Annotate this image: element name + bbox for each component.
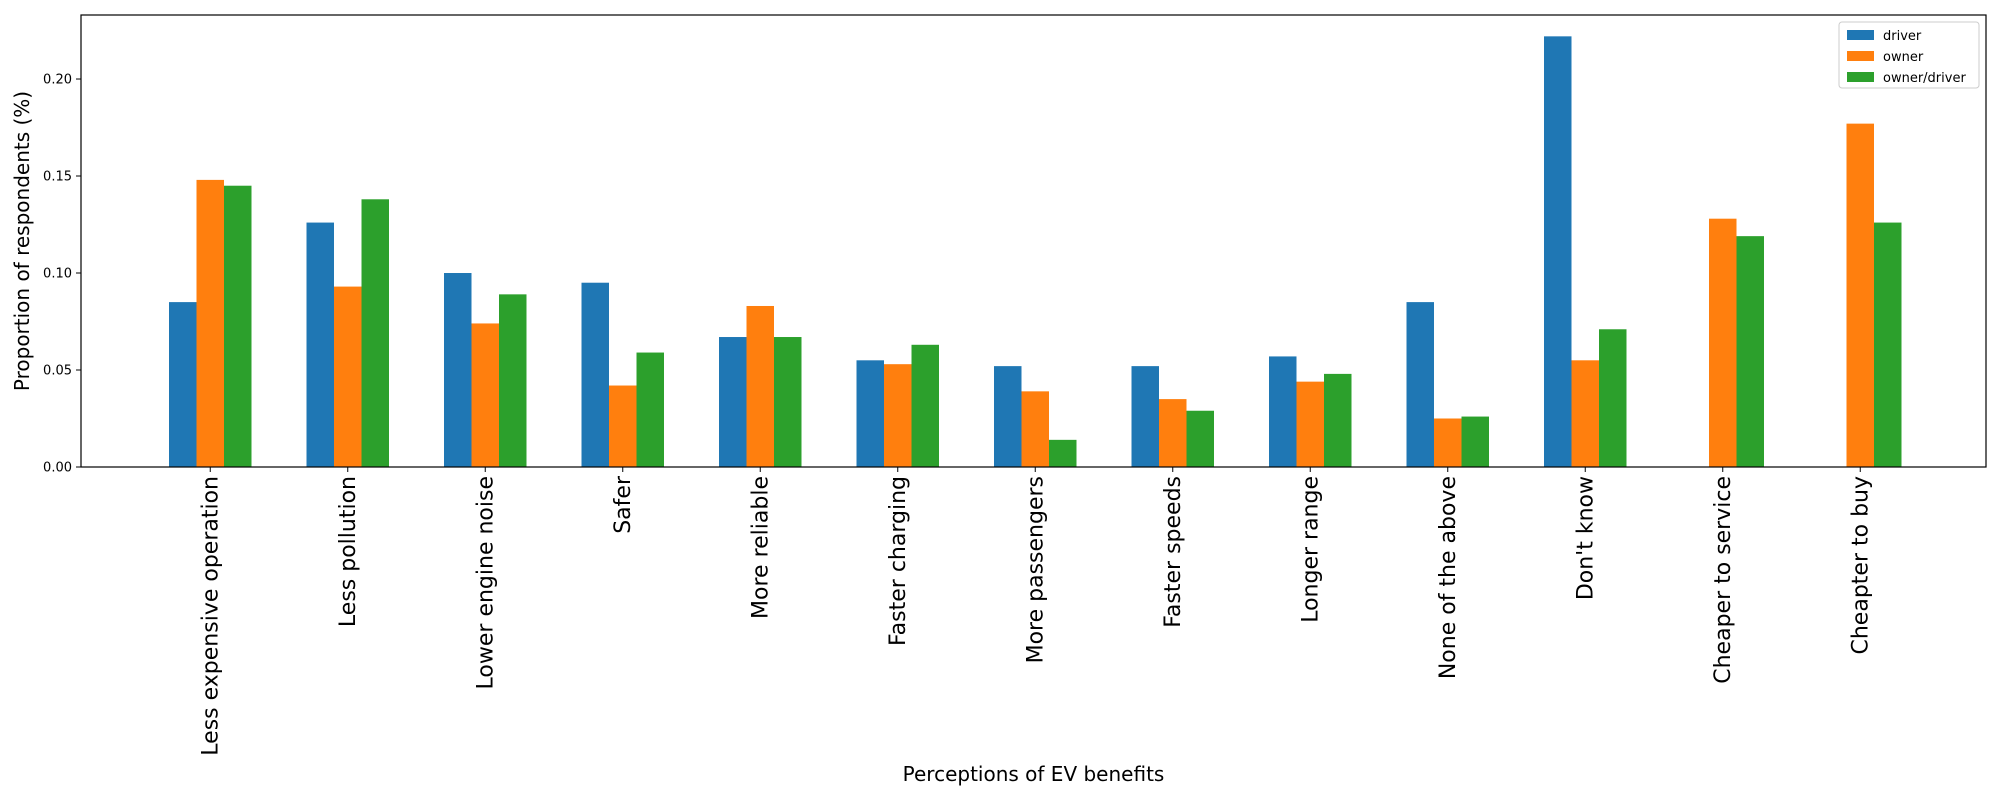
- x-tick-label: Faster speeds: [1161, 476, 1186, 628]
- bar-owner-driver-3: [636, 352, 664, 467]
- bar-owner-10: [1571, 360, 1599, 467]
- x-tick-label: Less pollution: [336, 476, 361, 627]
- bar-owner-7: [1159, 399, 1187, 467]
- x-axis: Less expensive operation Less pollution Lo…: [198, 467, 1873, 756]
- bar-owner-driver-9: [1461, 416, 1489, 467]
- bar-owner-driver-12: [1874, 222, 1902, 467]
- bar-owner-driver-4: [774, 337, 802, 467]
- legend-swatch: [1847, 51, 1874, 61]
- bar-driver-2: [444, 273, 472, 467]
- bar-owner-driver-6: [1049, 439, 1077, 467]
- y-tick-label: 0.10: [43, 267, 72, 282]
- bar-driver-9: [1406, 302, 1434, 467]
- x-tick-label: Cheapter to buy: [1848, 476, 1873, 655]
- bar-driver-8: [1269, 356, 1297, 467]
- x-tick-label: None of the above: [1436, 476, 1461, 679]
- bars-layer: [169, 36, 1902, 468]
- x-tick-label: Faster charging: [886, 476, 911, 646]
- bar-owner-driver-8: [1324, 373, 1352, 467]
- y-tick-label: 0.20: [43, 73, 72, 88]
- x-tick-label: Longer range: [1298, 476, 1323, 623]
- bar-driver-3: [581, 282, 609, 467]
- bar-owner-driver-0: [224, 185, 252, 467]
- bar-owner-9: [1434, 418, 1462, 467]
- legend-swatch: [1847, 72, 1874, 82]
- bar-driver-1: [306, 222, 334, 467]
- bar-driver-6: [994, 366, 1022, 467]
- bar-owner-6: [1021, 391, 1049, 467]
- x-axis-title: Perceptions of EV benefits: [903, 762, 1165, 786]
- bar-driver-5: [856, 360, 884, 467]
- legend-label: owner: [1883, 50, 1924, 65]
- bar-owner-0: [196, 179, 224, 467]
- x-tick-label: Don't know: [1573, 476, 1598, 600]
- y-tick-label: 0.00: [43, 461, 72, 476]
- y-axis-title: Proportion of respondents (%): [10, 91, 34, 391]
- y-tick-label: 0.05: [43, 364, 72, 379]
- bar-owner-2: [471, 323, 499, 467]
- x-tick-label: More reliable: [748, 476, 773, 619]
- bar-owner-driver-5: [911, 344, 939, 467]
- bar-owner-driver-7: [1186, 410, 1214, 467]
- y-tick-label: 0.15: [43, 170, 72, 185]
- legend-label: driver: [1883, 29, 1922, 44]
- bar-driver-4: [719, 337, 747, 467]
- bar-owner-12: [1846, 123, 1874, 467]
- bar-owner-4: [746, 305, 774, 467]
- y-axis: 0.00 0.05 0.10 0.15 0.20: [43, 73, 81, 476]
- bar-owner-8: [1296, 381, 1324, 467]
- bar-owner-11: [1709, 218, 1737, 467]
- legend-swatch: [1847, 30, 1874, 40]
- bar-driver-0: [169, 302, 197, 467]
- bar-driver-10: [1544, 36, 1572, 468]
- bar-owner-1: [334, 286, 362, 467]
- bar-driver-7: [1131, 366, 1159, 467]
- x-tick-label: More passengers: [1023, 476, 1048, 663]
- bar-owner-driver-2: [499, 294, 527, 467]
- bar-owner-driver-10: [1599, 329, 1627, 467]
- plot-frame: [80, 14, 1987, 468]
- x-tick-label: Less expensive operation: [198, 476, 223, 756]
- x-tick-label: Cheaper to service: [1711, 476, 1736, 684]
- bar-owner-driver-1: [361, 199, 389, 467]
- legend-label: owner/driver: [1883, 71, 1966, 86]
- bar-owner-driver-11: [1736, 236, 1764, 467]
- bar-owner-5: [884, 364, 912, 467]
- x-tick-label: Lower engine noise: [473, 476, 498, 689]
- legend: driver owner owner/driver: [1838, 21, 1980, 89]
- x-tick-label: Safer: [611, 475, 636, 534]
- bar-owner-3: [609, 385, 637, 467]
